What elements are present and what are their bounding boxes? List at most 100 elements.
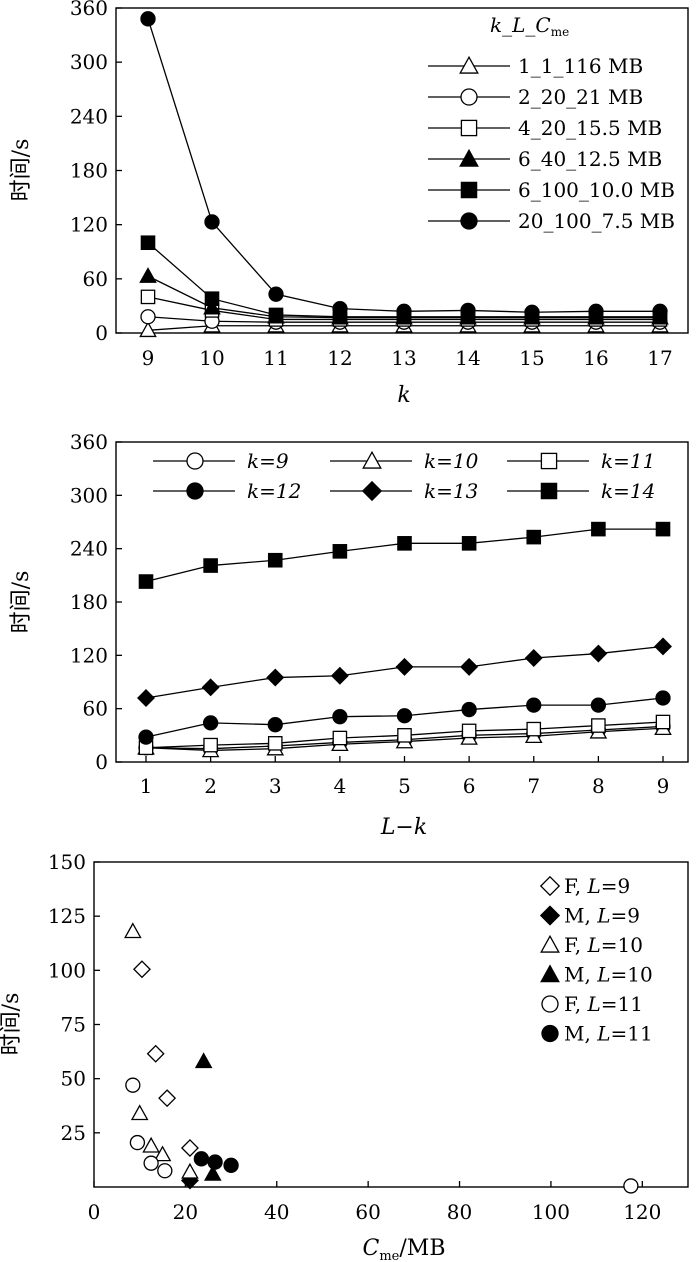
legend-label-prefix: M, bbox=[564, 963, 597, 987]
legend-marker bbox=[539, 905, 561, 926]
data-point bbox=[140, 235, 156, 251]
legend-label-value: =11 bbox=[610, 1022, 652, 1046]
legend-marker bbox=[539, 875, 561, 897]
x-tick-label: 3 bbox=[269, 774, 282, 798]
y-tick-label: 240 bbox=[70, 537, 108, 561]
y-tick-label: 360 bbox=[70, 430, 108, 454]
data-point bbox=[589, 644, 608, 663]
data-point bbox=[460, 302, 476, 319]
legend-marker bbox=[459, 55, 479, 74]
data-point bbox=[140, 11, 156, 27]
legend-label-var: L bbox=[586, 933, 600, 957]
data-point bbox=[138, 729, 154, 745]
legend-label: k=11 bbox=[601, 449, 655, 473]
data-point bbox=[158, 1089, 177, 1108]
legend-label-value: =9 bbox=[610, 904, 639, 928]
legend-label: 4_20_15.5 MB bbox=[518, 116, 662, 140]
legend-marker bbox=[459, 148, 479, 167]
data-point bbox=[590, 697, 607, 713]
legend-label-value: =11 bbox=[601, 992, 643, 1016]
legend-title-text: k_L_C bbox=[490, 13, 551, 37]
y-tick-label: 150 bbox=[48, 850, 86, 874]
data-point bbox=[124, 922, 142, 939]
data-point bbox=[267, 552, 283, 568]
legend-label: 6_100_10.0 MB bbox=[518, 178, 675, 202]
y-tick-label: 180 bbox=[70, 159, 108, 183]
data-point bbox=[180, 1139, 199, 1157]
data-point bbox=[461, 723, 477, 739]
data-point bbox=[139, 321, 157, 338]
legend-marker bbox=[460, 181, 478, 199]
x-tick-label: 12 bbox=[327, 346, 352, 370]
legend-label-var: L bbox=[586, 992, 600, 1016]
data-point bbox=[652, 303, 668, 319]
data-point bbox=[201, 678, 220, 697]
x-tick-label: 17 bbox=[647, 346, 672, 370]
legend-marker bbox=[362, 450, 382, 469]
legend-marker bbox=[540, 482, 558, 500]
legend-title-subscript: me bbox=[551, 25, 569, 39]
data-point bbox=[332, 709, 348, 725]
data-point bbox=[143, 1155, 159, 1171]
x-axis-label: k bbox=[397, 383, 410, 408]
legend-label-value: =10 bbox=[601, 933, 643, 957]
legend-title: k_L_Cme bbox=[490, 13, 569, 39]
x-tick-label: 120 bbox=[623, 1200, 661, 1224]
x-tick-label: 16 bbox=[583, 346, 608, 370]
data-point bbox=[204, 291, 220, 306]
legend-label: k=13 bbox=[424, 479, 478, 503]
legend-label: M, L=9 bbox=[564, 904, 640, 928]
data-point bbox=[396, 303, 412, 319]
data-point bbox=[524, 304, 540, 320]
data-point bbox=[524, 649, 543, 667]
legend-label-var: L bbox=[596, 904, 610, 928]
data-point bbox=[397, 536, 412, 551]
data-point bbox=[395, 657, 414, 676]
y-axis-label: 时间/s bbox=[9, 571, 34, 634]
data-point bbox=[461, 536, 477, 551]
legend-marker bbox=[361, 480, 383, 502]
data-point bbox=[203, 558, 218, 573]
x-tick-label: 9 bbox=[657, 774, 670, 798]
y-tick-label: 50 bbox=[61, 1067, 86, 1091]
legend-label-prefix: M, bbox=[564, 1022, 597, 1046]
x-tick-label: 8 bbox=[592, 774, 605, 798]
legend-marker bbox=[540, 452, 558, 470]
y-tick-label: 300 bbox=[70, 483, 108, 507]
data-point bbox=[526, 721, 542, 737]
y-tick-label: 0 bbox=[95, 750, 108, 774]
x-tick-label: 5 bbox=[398, 774, 411, 798]
y-axis-label: 时间/s bbox=[0, 993, 24, 1056]
x-tick-label: 9 bbox=[142, 346, 155, 370]
legend-label: k=9 bbox=[247, 449, 289, 473]
legend-marker bbox=[540, 964, 560, 983]
x-axis-label: Cme/MB bbox=[363, 1236, 446, 1262]
legend-label-value: =10 bbox=[610, 963, 652, 987]
data-point bbox=[526, 697, 542, 713]
data-point bbox=[332, 730, 348, 746]
data-point bbox=[588, 303, 604, 319]
legend-label: 2_20_21 MB bbox=[518, 85, 643, 109]
data-point bbox=[397, 728, 412, 743]
data-point bbox=[146, 1044, 165, 1063]
x-tick-label: 100 bbox=[532, 1200, 570, 1224]
legend-label-var: L bbox=[586, 874, 600, 898]
data-point bbox=[202, 715, 219, 731]
legend-marker bbox=[186, 452, 204, 470]
data-point bbox=[129, 1134, 146, 1151]
data-point bbox=[655, 714, 671, 730]
legend-label: F, L=10 bbox=[564, 933, 643, 957]
data-point bbox=[332, 544, 348, 559]
legend-label-prefix: M, bbox=[564, 904, 597, 928]
data-point bbox=[130, 1104, 149, 1121]
y-tick-label: 60 bbox=[83, 697, 108, 721]
y-tick-label: 125 bbox=[48, 904, 86, 928]
x-tick-label: 15 bbox=[519, 346, 544, 370]
x-tick-label: 80 bbox=[447, 1200, 472, 1224]
legend-label: k=14 bbox=[601, 479, 655, 503]
chart-time-vs-l-minus-k: 0 60 120 180 240 300 360 1 2 3 4 5 6 7 8 9 L−k 时间/s k=9 k=1… bbox=[9, 430, 689, 840]
legend-label: M, L=11 bbox=[564, 1022, 653, 1046]
x-tick-label: 4 bbox=[334, 774, 347, 798]
legend-label-value: =9 bbox=[601, 874, 630, 898]
